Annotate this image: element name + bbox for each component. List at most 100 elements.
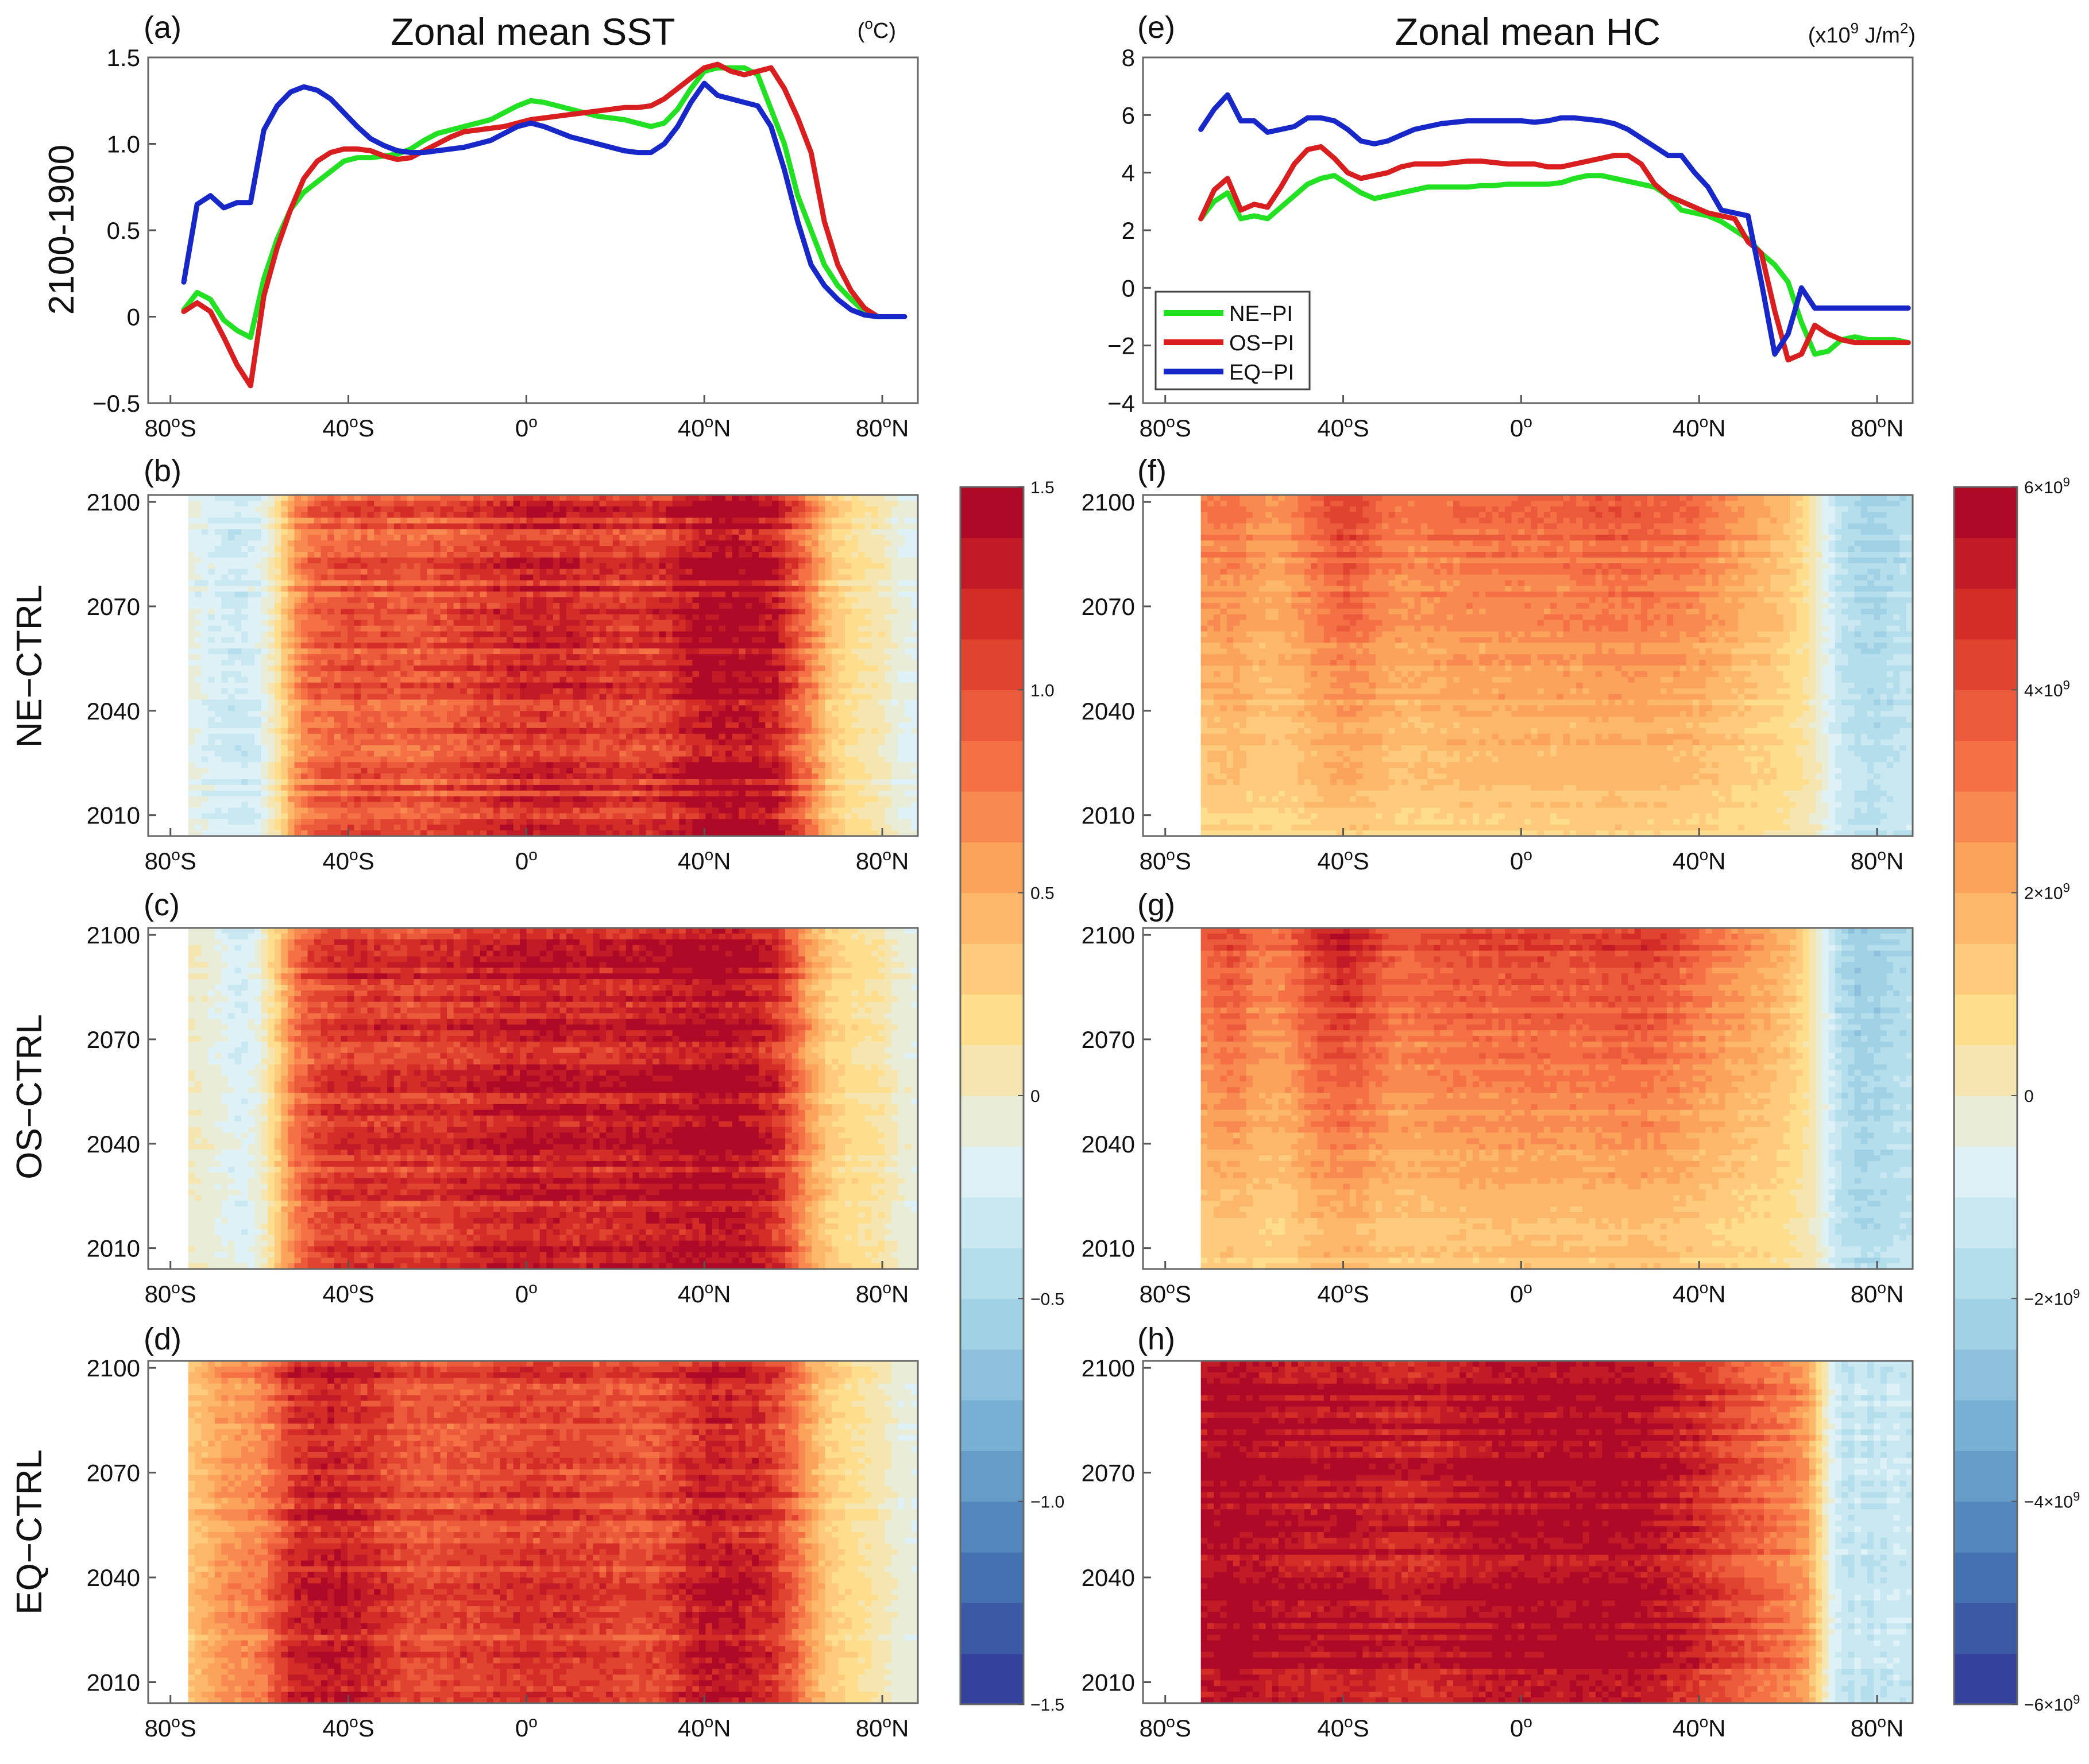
- heatmap-cell: [447, 660, 454, 666]
- heatmap-cell: [261, 529, 268, 535]
- heatmap-cell: [440, 660, 447, 666]
- heatmap-cell: [533, 739, 540, 746]
- heatmap-cell: [241, 591, 249, 598]
- heatmap-cell: [526, 517, 534, 524]
- heatmap-cell: [612, 512, 620, 519]
- heatmap-cell: [314, 574, 322, 581]
- heatmap-cell: [844, 580, 852, 587]
- heatmap-cell: [818, 643, 826, 649]
- heatmap-cell: [195, 660, 202, 666]
- heatmap-cell: [672, 517, 679, 524]
- heatmap-cell: [427, 517, 434, 524]
- heatmap-cell: [294, 603, 302, 609]
- heatmap-cell: [341, 660, 348, 666]
- heatmap-cell: [646, 603, 653, 609]
- heatmap-cell: [221, 739, 229, 746]
- heatmap-cell: [234, 609, 242, 615]
- heatmap-cell: [314, 591, 322, 598]
- heatmap-cell: [221, 586, 229, 592]
- heatmap-cell: [380, 676, 388, 683]
- heatmap-cell: [851, 660, 859, 666]
- heatmap-cell: [705, 620, 713, 626]
- heatmap-cell: [314, 552, 322, 558]
- heatmap-cell: [692, 614, 700, 621]
- heatmap-cell: [188, 728, 195, 734]
- heatmap-cell: [593, 643, 600, 649]
- heatmap-cell: [798, 597, 806, 604]
- heatmap-cell: [287, 666, 295, 672]
- heatmap-cell: [460, 711, 468, 717]
- heatmap-cell: [480, 676, 488, 683]
- heatmap-cell: [201, 523, 209, 530]
- heatmap-cell: [871, 506, 879, 513]
- heatmap-cell: [393, 597, 401, 604]
- heatmap-cell: [360, 733, 368, 740]
- heatmap-cell: [221, 563, 229, 570]
- heatmap-cell: [606, 586, 613, 592]
- heatmap-cell: [864, 500, 872, 507]
- heatmap-cell: [254, 568, 262, 575]
- heatmap-cell: [387, 654, 395, 660]
- heatmap-cell: [672, 654, 679, 660]
- heatmap-cell: [812, 529, 819, 535]
- heatmap-cell: [838, 495, 845, 501]
- heatmap-cell: [440, 643, 447, 649]
- heatmap-cell: [625, 574, 634, 581]
- heatmap-cell: [201, 546, 209, 552]
- heatmap-cell: [480, 671, 488, 678]
- heatmap-cell: [765, 722, 773, 729]
- heatmap-cell: [360, 688, 368, 695]
- heatmap-cell: [632, 517, 640, 524]
- heatmap-cell: [188, 535, 195, 541]
- heatmap-cell: [287, 591, 295, 598]
- heatmap-cell: [898, 694, 905, 701]
- heatmap-cell: [864, 711, 872, 717]
- heatmap-cell: [334, 609, 342, 615]
- heatmap-cell: [473, 643, 481, 649]
- heatmap-cell: [698, 671, 706, 678]
- heatmap-cell: [752, 637, 759, 644]
- heatmap-cell: [791, 557, 799, 564]
- heatmap-cell: [201, 625, 209, 632]
- heatmap-cell: [646, 643, 653, 649]
- heatmap-cell: [513, 574, 520, 581]
- heatmap-cell: [559, 688, 567, 695]
- heatmap-cell: [871, 722, 879, 729]
- heatmap-cell: [208, 506, 215, 513]
- heatmap-cell: [533, 568, 540, 575]
- heatmap-cell: [228, 728, 235, 734]
- heatmap-cell: [221, 495, 229, 501]
- heatmap-cell: [380, 506, 388, 513]
- heatmap-cell: [539, 728, 547, 734]
- heatmap-cell: [586, 711, 593, 717]
- heatmap-cell: [652, 631, 660, 638]
- heatmap-cell: [214, 568, 222, 575]
- heatmap-cell: [380, 609, 388, 615]
- heatmap-cell: [407, 529, 415, 535]
- heatmap-cell: [844, 586, 852, 592]
- heatmap-cell: [301, 512, 308, 519]
- heatmap-cell: [898, 506, 905, 513]
- heatmap-cell: [473, 597, 481, 604]
- heatmap-cell: [599, 682, 607, 689]
- heatmap-cell: [327, 506, 335, 513]
- heatmap-cell: [805, 552, 812, 558]
- heatmap-cell: [546, 512, 554, 519]
- heatmap-cell: [433, 688, 441, 695]
- heatmap-cell: [885, 717, 892, 723]
- series-line-eq-pi: [1198, 92, 1911, 357]
- heatmap-cell: [559, 676, 567, 683]
- heatmap-cell: [321, 586, 328, 592]
- heatmap-cell: [619, 688, 627, 695]
- heatmap-cell: [599, 660, 607, 666]
- heatmap-cell: [447, 637, 454, 644]
- heatmap-cell: [281, 546, 288, 552]
- heatmap-cell: [719, 523, 726, 530]
- heatmap-cell: [301, 614, 308, 621]
- heatmap-cell: [898, 495, 905, 501]
- heatmap-cell: [646, 671, 653, 678]
- heatmap-cell: [513, 694, 520, 701]
- heatmap-cell: [659, 682, 666, 689]
- heatmap-cell: [400, 694, 408, 701]
- heatmap-cell: [407, 728, 415, 734]
